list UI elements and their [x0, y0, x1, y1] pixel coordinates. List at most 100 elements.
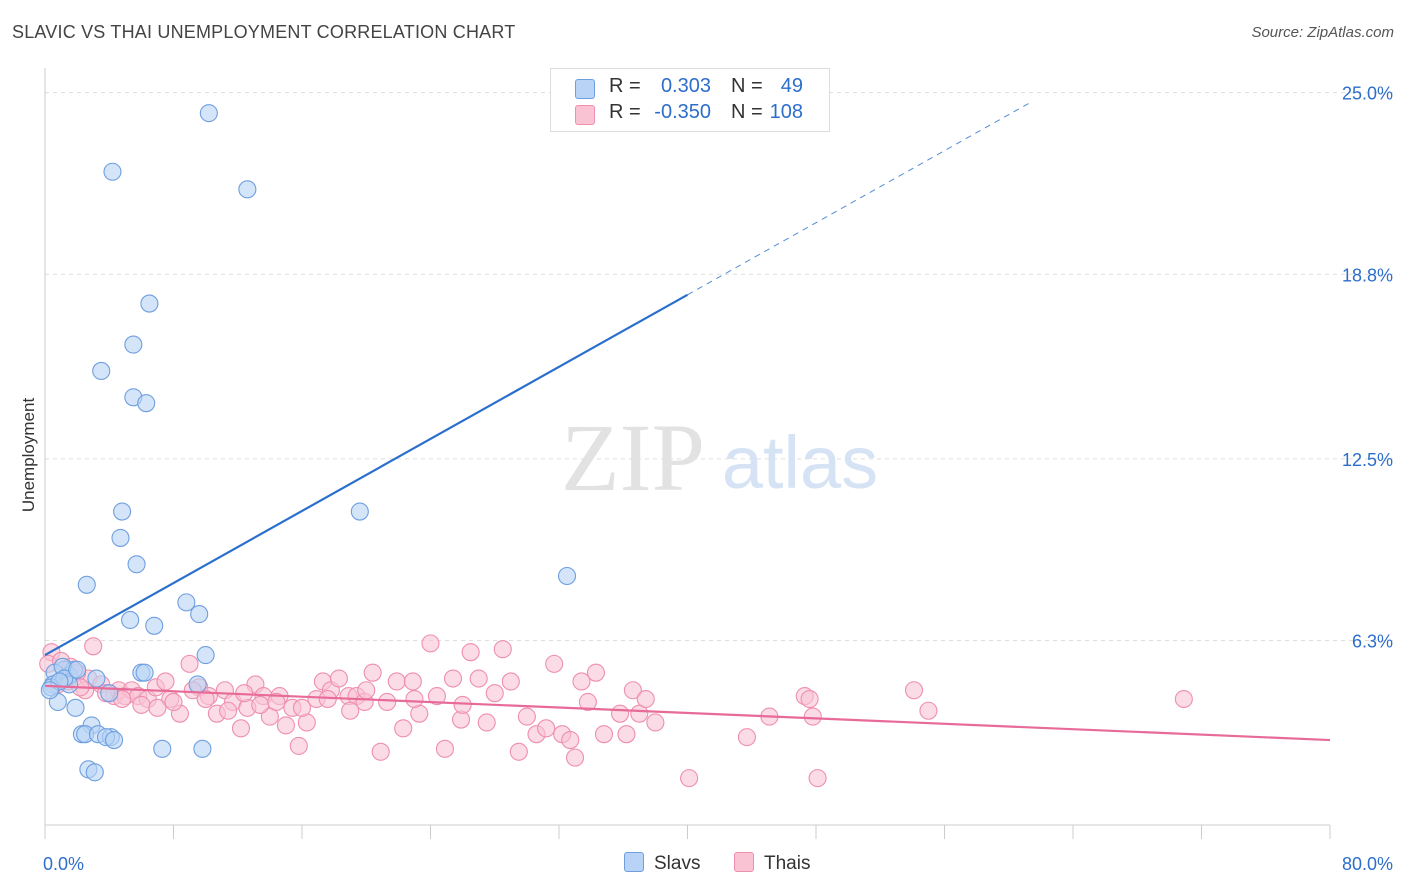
thais-point [904, 681, 924, 700]
slavs-swatch [575, 79, 595, 99]
thais-point [453, 695, 472, 714]
thais-point [371, 742, 390, 761]
slavs-trendline [44, 293, 689, 657]
thais-point [517, 707, 536, 726]
slavs-point [77, 575, 96, 594]
watermark-zip: ZIP [561, 404, 705, 511]
thais-point [919, 701, 938, 720]
thais-point [617, 725, 636, 744]
n-value: 108 [769, 101, 803, 123]
n-label: N = [731, 101, 763, 123]
legend-item-thais[interactable]: Thais [734, 852, 810, 875]
slavs-point [140, 294, 159, 313]
slavs-point [92, 361, 111, 380]
slavs-point [153, 739, 172, 758]
r-value: 0.303 [660, 75, 711, 97]
thais-point [156, 672, 175, 691]
watermark-atlas: atlas [722, 421, 878, 504]
legend-label-slavs: Slavs [654, 853, 701, 874]
watermark: ZIP atlas [561, 404, 878, 511]
legend-row-thais: R = -0.350 N = 108 [551, 101, 829, 127]
slavs-point [113, 502, 132, 521]
legend-row-slavs: R = 0.303 N = 49 [551, 75, 829, 101]
thais-point [485, 684, 504, 703]
thais-point [403, 672, 422, 691]
r-label: R = [609, 75, 641, 97]
thais-point [469, 669, 488, 688]
grid-layer [45, 92, 1395, 641]
thais-point [545, 654, 564, 673]
slavs-point [85, 763, 104, 782]
thais-point [394, 719, 413, 738]
trend-layer [44, 100, 1331, 742]
y-tick-label: 6.3% [1352, 631, 1393, 651]
thais-point [800, 689, 819, 709]
correlation-legend: R = 0.303 N = 49 R = -0.350 N = 108 [550, 68, 830, 132]
slavs-swatch [624, 852, 644, 872]
thais-point [636, 689, 655, 709]
thais-point [493, 640, 512, 659]
thais-point [680, 769, 699, 788]
thais-point [561, 730, 580, 750]
x-tick-label: 80.0% [1342, 854, 1393, 874]
thais-point [1174, 689, 1193, 709]
y-axis-title: Unemployment [19, 398, 38, 513]
slavs-point [137, 394, 156, 413]
slavs-point [105, 730, 124, 750]
thais-point [363, 663, 382, 682]
thais-point [378, 692, 397, 712]
thais-point [646, 713, 665, 732]
thais-point [180, 654, 199, 673]
thais-point [586, 663, 605, 682]
thais-point [219, 701, 238, 720]
thais-point [289, 736, 308, 755]
n-value: 49 [780, 75, 803, 97]
thais-point [164, 692, 183, 712]
slavs-point [145, 616, 164, 635]
thais-point [443, 669, 463, 688]
slavs-point [190, 605, 209, 624]
slavs-point [135, 663, 154, 682]
thais-point [231, 719, 251, 738]
thais-point [737, 728, 756, 747]
thais-point [623, 681, 642, 700]
labels-layer: 6.3% 12.5% 18.8% 25.0% 0.0% 80.0% Unemployment [19, 84, 1393, 874]
slavs-point [127, 555, 146, 574]
slavs-point [124, 335, 143, 354]
thais-point [357, 681, 376, 700]
thais-point [148, 698, 167, 717]
points-layer [39, 104, 1193, 788]
slavs-point [121, 610, 140, 629]
thais-point [594, 725, 614, 744]
thais-point [292, 698, 312, 717]
thais-point [387, 672, 406, 691]
slavs-point [87, 669, 106, 688]
thais-point [566, 748, 585, 767]
legend-item-slavs[interactable]: Slavs [624, 852, 700, 875]
thais-point [572, 672, 591, 691]
slavs-point [177, 593, 196, 612]
thais-point [461, 643, 480, 662]
thais-point [477, 713, 496, 732]
slavs-point [68, 660, 87, 679]
thais-point [196, 689, 215, 709]
thais-point [509, 742, 528, 761]
slavs-point [111, 528, 130, 547]
thais-swatch [734, 852, 754, 872]
slavs-point [188, 675, 207, 694]
slavs-point [196, 646, 215, 665]
r-value: -0.350 [654, 101, 711, 123]
slavs-point [103, 162, 122, 181]
slavs-point [193, 739, 212, 758]
legend-label-thais: Thais [764, 853, 811, 874]
slavs-point [238, 180, 257, 199]
thais-point [267, 692, 286, 712]
thais-point [803, 707, 822, 726]
slavs-point [350, 502, 369, 521]
y-tick-label: 25.0% [1342, 84, 1393, 104]
thais-point [435, 739, 455, 758]
thais-point [501, 672, 520, 691]
x-tick-label: 0.0% [43, 854, 84, 874]
thais-point [341, 701, 360, 720]
